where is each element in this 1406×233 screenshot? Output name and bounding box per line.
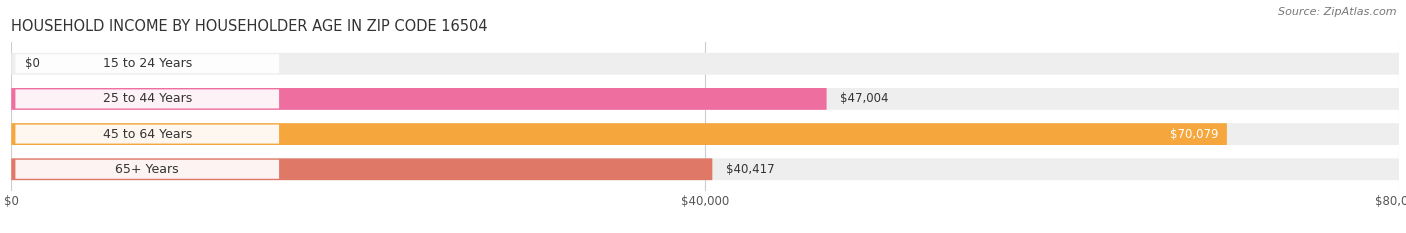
FancyBboxPatch shape [11,123,1399,145]
FancyBboxPatch shape [11,88,1399,110]
Text: $0: $0 [25,57,39,70]
FancyBboxPatch shape [15,54,278,73]
FancyBboxPatch shape [11,123,1227,145]
FancyBboxPatch shape [11,158,1399,180]
Text: HOUSEHOLD INCOME BY HOUSEHOLDER AGE IN ZIP CODE 16504: HOUSEHOLD INCOME BY HOUSEHOLDER AGE IN Z… [11,19,488,34]
FancyBboxPatch shape [15,125,278,144]
Text: 25 to 44 Years: 25 to 44 Years [103,93,191,105]
FancyBboxPatch shape [11,53,1399,75]
FancyBboxPatch shape [11,158,713,180]
FancyBboxPatch shape [15,160,278,179]
FancyBboxPatch shape [15,89,278,108]
Text: 65+ Years: 65+ Years [115,163,179,176]
Text: $47,004: $47,004 [841,93,889,105]
Text: $40,417: $40,417 [727,163,775,176]
Text: $70,079: $70,079 [1170,128,1219,140]
FancyBboxPatch shape [11,88,827,110]
Text: Source: ZipAtlas.com: Source: ZipAtlas.com [1278,7,1396,17]
Text: 45 to 64 Years: 45 to 64 Years [103,128,191,140]
Text: 15 to 24 Years: 15 to 24 Years [103,57,191,70]
